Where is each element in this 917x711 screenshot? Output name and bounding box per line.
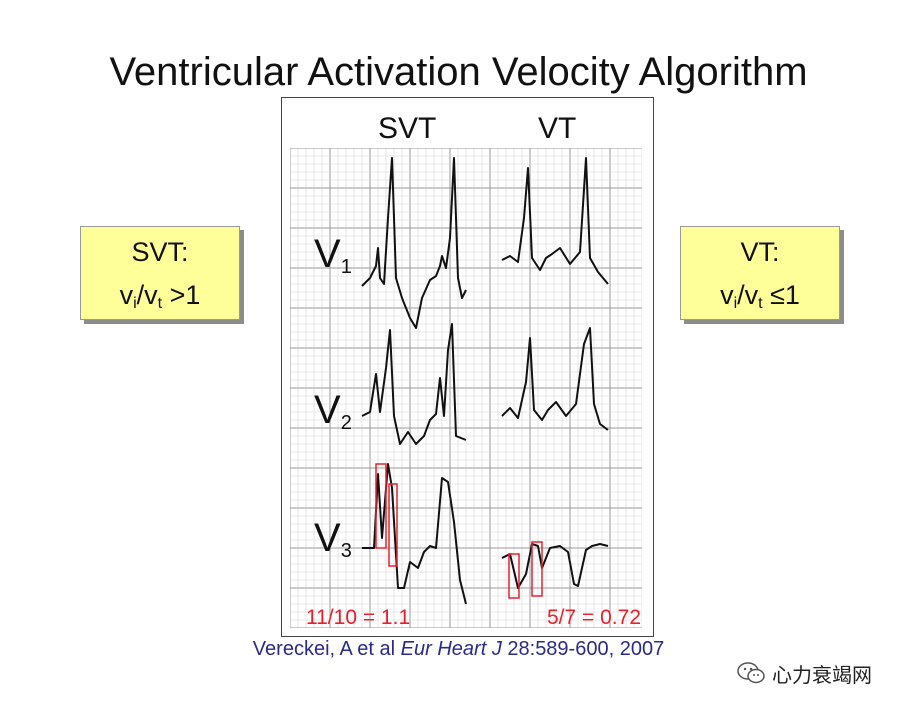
ecg-trace-v3-vt	[501, 543, 609, 589]
ecg-trace-v2-vt	[501, 327, 609, 431]
vt-ratio-value: 5/7 = 0.72	[547, 606, 641, 629]
vt-terminal-box	[531, 541, 543, 597]
svt-criterion-box: SVT: vi/vt >1	[80, 226, 240, 320]
vt-initial-box	[508, 553, 520, 599]
svt-ratio-value: 11/10 = 1.1	[306, 606, 411, 629]
svt-initial-box	[375, 463, 387, 549]
ecg-trace-v1-vt	[501, 157, 609, 285]
svt-criterion-formula: vi/vt >1	[119, 280, 201, 312]
lead-label-v1: V1	[314, 232, 352, 278]
svt-criterion-label: SVT:	[131, 237, 189, 267]
ecg-trace-v1-svt	[361, 157, 467, 329]
svt-terminal-box	[388, 483, 398, 567]
vt-criterion-label: VT:	[740, 237, 780, 267]
vt-criterion-formula: vi/vt ≤1	[720, 280, 800, 312]
column-header-vt: VT	[538, 112, 577, 145]
ecg-trace-v3-svt	[362, 463, 467, 605]
vt-criterion-box: VT: vi/vt ≤1	[680, 226, 840, 320]
watermark: 心力衰竭网	[736, 658, 872, 688]
ecg-trace-v2-svt	[361, 323, 467, 445]
citation: Vereckei, A et al Eur Heart J 28:589-600…	[252, 638, 665, 660]
lead-label-v2: V2	[314, 388, 352, 434]
column-header-svt: SVT	[378, 112, 437, 145]
slide-title: Ventricular Activation Velocity Algorith…	[109, 50, 808, 94]
lead-label-v3: V3	[314, 516, 352, 562]
ecg-grid	[290, 148, 642, 628]
watermark-text: 心力衰竭网	[772, 662, 872, 687]
wechat-icon	[737, 662, 765, 684]
